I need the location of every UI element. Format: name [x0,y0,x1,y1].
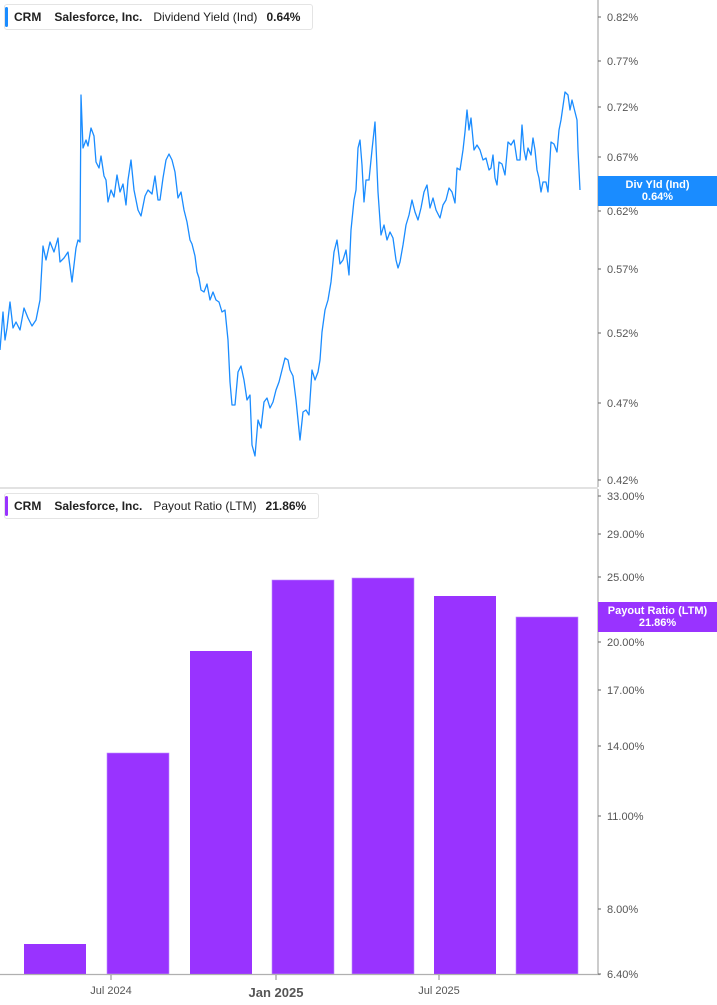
y-tick-label: 29.00% [607,529,645,541]
bar[interactable] [271,579,335,975]
legend-value: 21.86% [265,499,307,513]
tag-value: 0.64% [641,191,674,203]
bar[interactable] [515,616,579,975]
series-color-marker [5,7,8,27]
y-tick-label: 0.57% [607,264,638,276]
top-y-ticks [598,16,601,481]
y-tick-label: 11.00% [607,811,644,823]
panel-divider[interactable] [0,487,598,489]
tag-label: Payout Ratio (LTM) [607,605,708,617]
payout-ratio-value-tag: Payout Ratio (LTM) 21.86% [598,602,717,632]
legend-company: Salesforce, Inc. [54,10,143,24]
dividend-yield-legend[interactable]: CRM Salesforce, Inc. Dividend Yield (Ind… [4,4,314,30]
y-tick-label: 8.00% [607,904,638,916]
y-tick-label: 6.40% [607,969,638,981]
legend-company: Salesforce, Inc. [54,499,143,513]
legend-ticker: CRM [14,499,42,513]
y-tick-label: 20.00% [607,637,645,649]
legend-value: 0.64% [266,10,301,24]
legend-metric: Dividend Yield (Ind) [153,10,258,24]
y-tick-label: 0.77% [607,56,638,68]
y-tick-label: 0.42% [607,475,638,487]
bar[interactable] [434,596,496,974]
y-tick-label: 0.62% [607,206,638,218]
y-tick-label: 0.52% [607,328,638,340]
bar[interactable] [351,577,415,975]
tag-label: Div Yld (Ind) [625,179,690,191]
x-tick-label: Jul 2024 [90,985,132,997]
bar[interactable] [190,651,252,974]
series-color-marker [5,496,8,516]
y-tick-label: 17.00% [607,685,645,697]
dividend-yield-line [0,91,581,457]
legend-metric: Payout Ratio (LTM) [153,499,257,513]
legend-ticker: CRM [14,10,42,24]
y-tick-label: 33.00% [607,491,645,503]
x-tick-label: Jan 2025 [249,985,304,1000]
y-tick-label: 0.72% [607,102,638,114]
bar[interactable] [106,752,170,975]
x-ticks [110,975,440,980]
bar[interactable] [24,944,86,974]
y-tick-label: 25.00% [607,572,645,584]
x-tick-label: Jul 2025 [418,985,460,997]
dividend-yield-value-tag: Div Yld (Ind) 0.64% [598,176,717,206]
y-tick-label: 14.00% [607,741,645,753]
payout-bars [24,577,579,975]
payout-ratio-legend[interactable]: CRM Salesforce, Inc. Payout Ratio (LTM) … [4,493,320,519]
tag-value: 21.86% [638,617,677,629]
y-tick-label: 0.82% [607,12,638,24]
y-tick-label: 0.67% [607,152,638,164]
y-tick-label: 0.47% [607,398,638,410]
